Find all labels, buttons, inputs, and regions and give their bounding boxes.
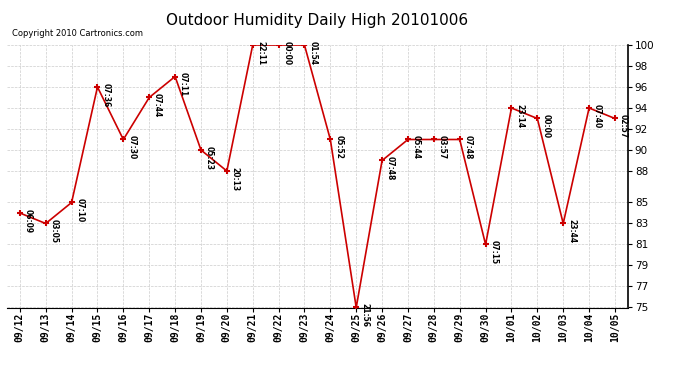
Text: 02:57: 02:57 xyxy=(619,114,628,138)
Text: 07:30: 07:30 xyxy=(127,135,136,159)
Text: 05:44: 05:44 xyxy=(412,135,421,159)
Text: 22:11: 22:11 xyxy=(257,41,266,65)
Text: 07:48: 07:48 xyxy=(464,135,473,160)
Text: 06:09: 06:09 xyxy=(23,209,32,233)
Text: 03:57: 03:57 xyxy=(437,135,446,159)
Text: Copyright 2010 Cartronics.com: Copyright 2010 Cartronics.com xyxy=(12,29,143,38)
Text: 07:11: 07:11 xyxy=(179,72,188,96)
Text: 07:10: 07:10 xyxy=(75,198,84,222)
Text: Outdoor Humidity Daily High 20101006: Outdoor Humidity Daily High 20101006 xyxy=(166,13,469,28)
Text: 23:14: 23:14 xyxy=(515,104,524,128)
Text: 01:54: 01:54 xyxy=(308,41,317,65)
Text: 07:36: 07:36 xyxy=(101,83,110,107)
Text: 05:23: 05:23 xyxy=(205,146,214,170)
Text: 05:52: 05:52 xyxy=(334,135,343,159)
Text: 07:15: 07:15 xyxy=(489,240,498,264)
Text: 20:13: 20:13 xyxy=(230,167,239,191)
Text: 03:05: 03:05 xyxy=(50,219,59,243)
Text: 07:48: 07:48 xyxy=(386,156,395,181)
Text: 23:44: 23:44 xyxy=(567,219,576,243)
Text: 21:56: 21:56 xyxy=(360,303,369,327)
Text: 07:44: 07:44 xyxy=(153,93,162,117)
Text: 00:00: 00:00 xyxy=(282,41,291,65)
Text: 00:00: 00:00 xyxy=(541,114,550,138)
Text: 07:40: 07:40 xyxy=(593,104,602,128)
